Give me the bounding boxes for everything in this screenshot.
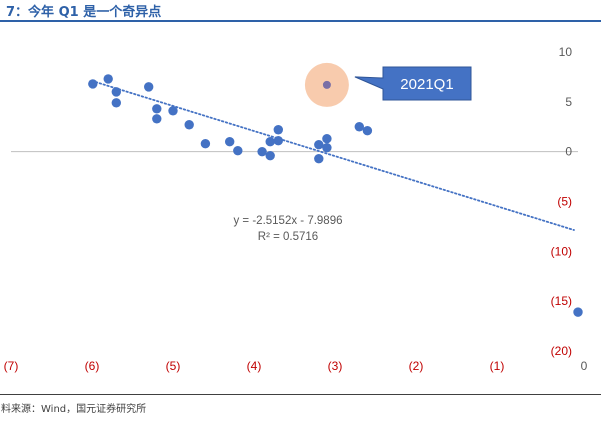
data-points-layer xyxy=(88,74,583,317)
data-point xyxy=(322,134,332,144)
data-point xyxy=(257,146,267,157)
data-point xyxy=(111,87,122,97)
y-tick-label: (10) xyxy=(551,244,572,258)
data-point xyxy=(354,122,364,132)
y-tick-label: 10 xyxy=(559,45,573,59)
data-point xyxy=(273,125,283,135)
data-point xyxy=(573,307,583,317)
y-tick-label: 0 xyxy=(565,145,572,159)
data-point xyxy=(103,74,113,84)
data-point xyxy=(273,136,283,146)
x-tick-label: (4) xyxy=(247,359,262,373)
x-tick-label: (3) xyxy=(328,359,343,373)
trendline xyxy=(91,79,575,231)
y-tick-label: (15) xyxy=(551,294,572,308)
data-point xyxy=(168,106,178,116)
callout-box xyxy=(354,66,472,101)
callout-layer: 2021Q1 xyxy=(354,66,472,101)
x-tick-label: (1) xyxy=(490,359,505,373)
tick-labels-layer: (7) (6) (5) (4) (3) (2) (1) 0 10 5 0 (5) (10) (15) (20… xyxy=(4,45,588,373)
callout-label: 2021Q1 xyxy=(400,76,453,93)
footer-rule xyxy=(0,394,601,395)
title-rule xyxy=(0,20,601,22)
data-point xyxy=(225,137,235,147)
data-point xyxy=(314,139,324,150)
trendline-layer: y = -2.5152x - 7.9896 R² = 0.5716 xyxy=(91,79,575,243)
data-point xyxy=(265,137,275,147)
data-point xyxy=(362,126,373,136)
data-point xyxy=(111,98,122,108)
figure-title: 7：今年 Q1 是一个奇异点 xyxy=(6,5,162,20)
trendline-r-squared: R² = 0.5716 xyxy=(258,231,318,243)
x-tick-label: 0 xyxy=(581,359,588,373)
data-point xyxy=(152,114,162,124)
trendline-equation: y = -2.5152x - 7.9896 xyxy=(233,215,342,227)
y-tick-label: 5 xyxy=(565,95,572,109)
y-tick-label: (20) xyxy=(551,344,572,358)
x-tick-label: (2) xyxy=(409,359,424,373)
data-point xyxy=(265,150,275,161)
x-tick-label: (7) xyxy=(4,359,19,373)
y-tick-label: (5) xyxy=(557,195,572,209)
data-point xyxy=(88,79,98,89)
data-point xyxy=(322,142,332,153)
x-tick-label: (6) xyxy=(85,359,100,373)
highlight-layer xyxy=(304,62,349,107)
data-point xyxy=(200,138,211,149)
highlight-point xyxy=(322,80,331,89)
x-tick-label: (5) xyxy=(166,359,181,373)
data-point xyxy=(314,153,324,164)
data-point xyxy=(144,82,154,92)
data-point xyxy=(233,145,243,156)
source-note: 料来源：Wind，国元证券研究所 xyxy=(1,404,147,415)
data-point xyxy=(152,104,162,114)
data-point xyxy=(184,120,194,130)
